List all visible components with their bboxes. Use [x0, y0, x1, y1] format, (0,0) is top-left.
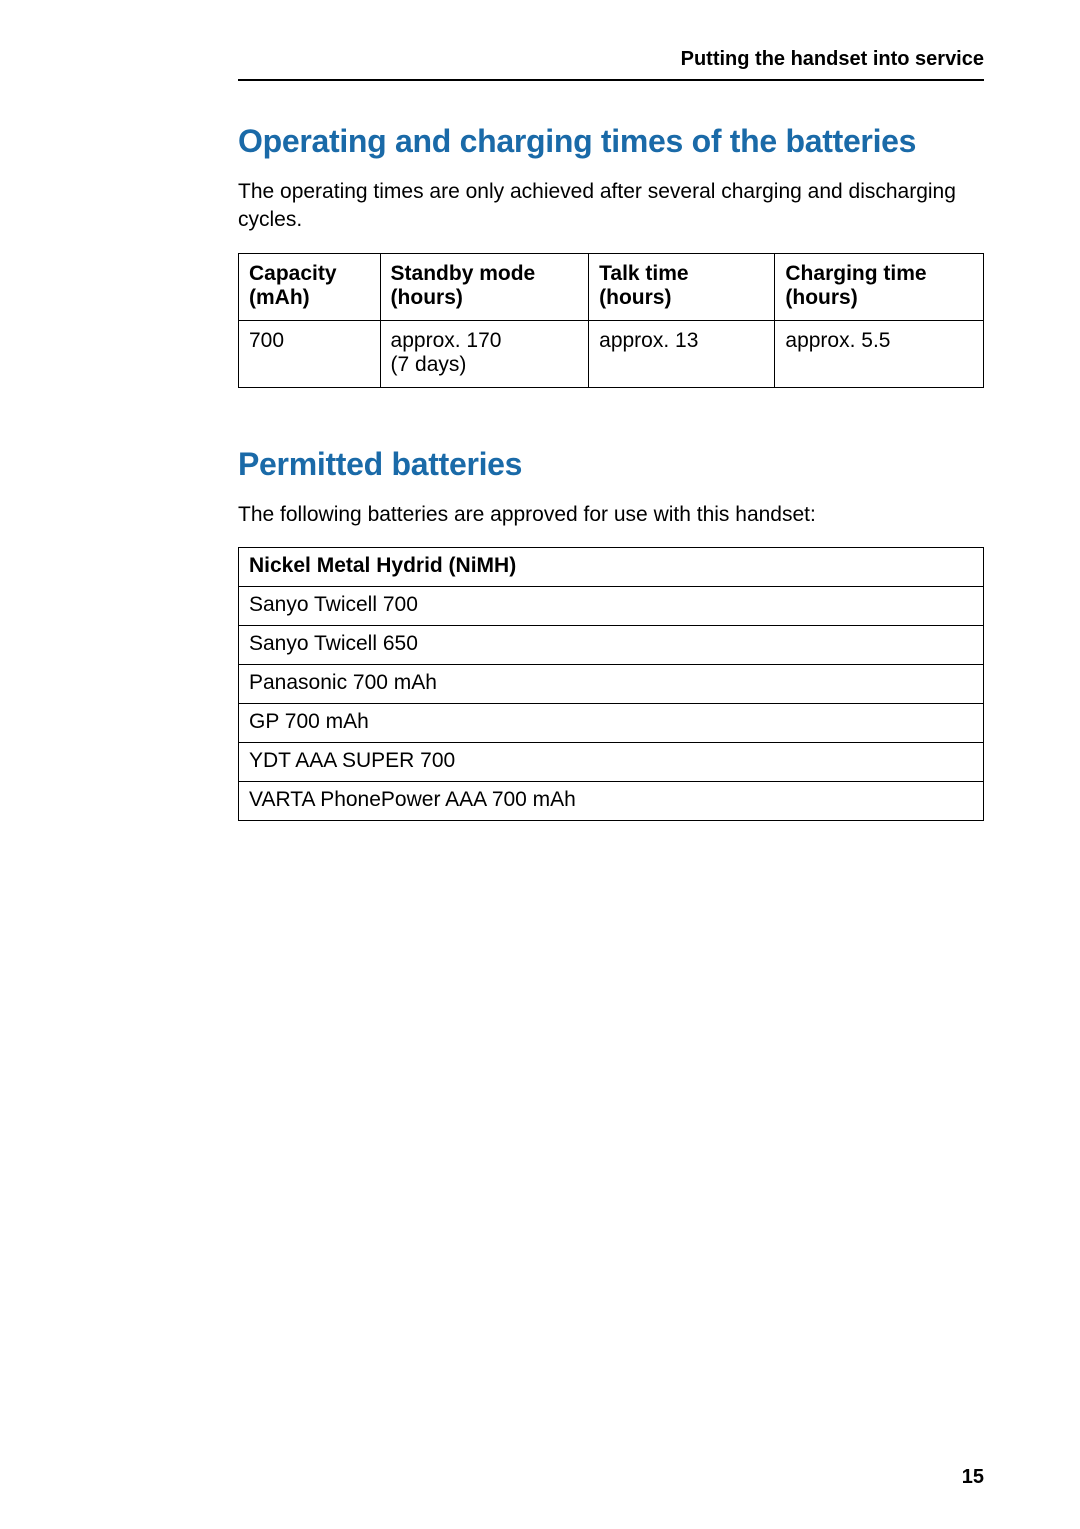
section2-intro: The following batteries are approved for… [238, 501, 984, 529]
battery-cell: Sanyo Twicell 700 [239, 587, 984, 626]
cell-standby-l1: approx. 170 [391, 329, 502, 352]
cell-capacity: 700 [239, 320, 381, 387]
battery-row: YDT AAA SUPER 700 [239, 743, 984, 782]
chapter-title: Putting the handset into service [681, 48, 984, 70]
page-number: 15 [962, 1466, 984, 1489]
battery-cell: VARTA PhonePower AAA 700 mAh [239, 782, 984, 821]
page-header: Putting the handset into service [238, 48, 984, 81]
col-charge: Charging time (hours) [775, 253, 984, 320]
cell-talk: approx. 13 [589, 320, 775, 387]
col-standby-l2: (hours) [391, 286, 463, 309]
col-standby: Standby mode (hours) [380, 253, 589, 320]
battery-cell: Sanyo Twicell 650 [239, 626, 984, 665]
battery-header: Nickel Metal Hydrid (NiMH) [239, 548, 984, 587]
table-header-row: Capacity (mAh) Standby mode (hours) Talk… [239, 253, 984, 320]
section-heading-permitted: Permitted batteries [238, 446, 984, 483]
battery-row: Sanyo Twicell 700 [239, 587, 984, 626]
battery-row: GP 700 mAh [239, 704, 984, 743]
cell-standby-l2: (7 days) [391, 353, 467, 376]
col-charge-l1: Charging time [785, 262, 926, 285]
col-talk-l2: (hours) [599, 286, 671, 309]
battery-table: Nickel Metal Hydrid (NiMH) Sanyo Twicell… [238, 547, 984, 821]
times-table: Capacity (mAh) Standby mode (hours) Talk… [238, 253, 984, 388]
battery-row: Sanyo Twicell 650 [239, 626, 984, 665]
document-page: Putting the handset into service Operati… [0, 0, 1080, 1529]
col-talk-l1: Talk time [599, 262, 688, 285]
battery-cell: YDT AAA SUPER 700 [239, 743, 984, 782]
col-talk: Talk time (hours) [589, 253, 775, 320]
battery-row: Panasonic 700 mAh [239, 665, 984, 704]
col-standby-l1: Standby mode [391, 262, 536, 285]
table-row: 700 approx. 170 (7 days) approx. 13 appr… [239, 320, 984, 387]
section-heading-operating: Operating and charging times of the batt… [238, 123, 984, 160]
cell-standby: approx. 170 (7 days) [380, 320, 589, 387]
col-capacity: Capacity (mAh) [239, 253, 381, 320]
col-charge-l2: (hours) [785, 286, 857, 309]
col-capacity-l2: (mAh) [249, 286, 310, 309]
battery-row: VARTA PhonePower AAA 700 mAh [239, 782, 984, 821]
cell-charge: approx. 5.5 [775, 320, 984, 387]
col-capacity-l1: Capacity [249, 262, 337, 285]
battery-cell: Panasonic 700 mAh [239, 665, 984, 704]
section1-intro: The operating times are only achieved af… [238, 178, 984, 235]
battery-cell: GP 700 mAh [239, 704, 984, 743]
battery-header-row: Nickel Metal Hydrid (NiMH) [239, 548, 984, 587]
